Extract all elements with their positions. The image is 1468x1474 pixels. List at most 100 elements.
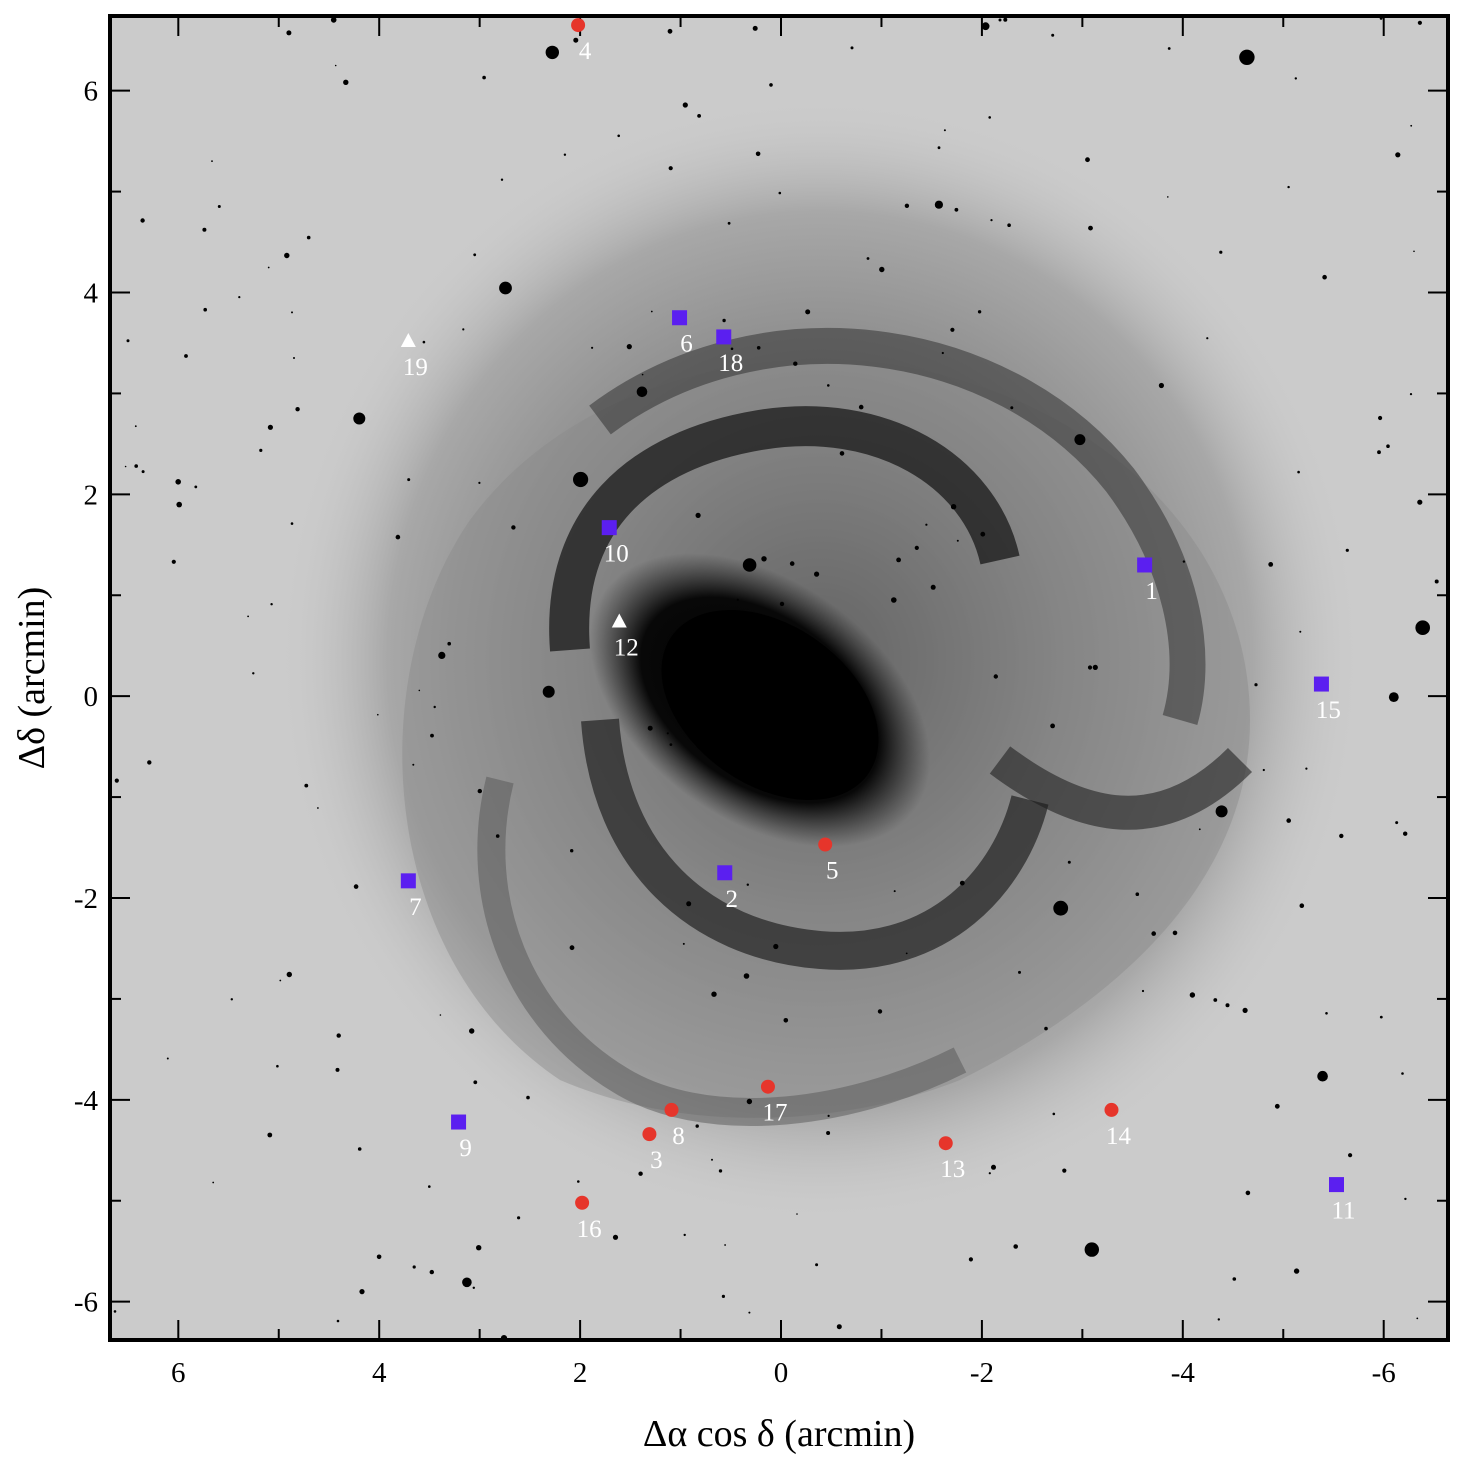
star	[418, 689, 421, 692]
star	[669, 743, 673, 746]
star	[1215, 805, 1228, 818]
star	[247, 615, 250, 618]
star	[827, 1114, 830, 1117]
star	[1345, 548, 1349, 552]
galaxy-image	[110, 16, 1448, 1340]
star	[359, 1289, 365, 1295]
star	[722, 318, 726, 323]
star	[724, 1244, 726, 1246]
y-tick-label: 0	[84, 681, 99, 713]
star	[1416, 1317, 1419, 1320]
triangle-marker	[611, 613, 627, 628]
star	[577, 1180, 580, 1183]
star	[743, 973, 750, 979]
star	[279, 979, 282, 982]
point-label: 13	[940, 1156, 965, 1183]
star	[499, 281, 512, 295]
star	[773, 943, 779, 950]
star	[114, 778, 119, 783]
point-label: 14	[1106, 1123, 1132, 1150]
star	[238, 296, 241, 299]
star	[395, 534, 401, 540]
star	[727, 221, 731, 225]
star	[748, 1311, 751, 1314]
star	[511, 525, 516, 530]
star	[1410, 124, 1413, 127]
star	[217, 205, 221, 208]
x-tick-label: -6	[1372, 1357, 1396, 1389]
star	[336, 1033, 341, 1038]
star	[879, 266, 885, 273]
x-tick-label: -2	[970, 1357, 994, 1389]
star	[1219, 250, 1223, 254]
star	[376, 1254, 382, 1260]
star	[683, 1233, 686, 1237]
square-marker	[400, 873, 416, 889]
star	[473, 253, 477, 257]
star	[1294, 77, 1298, 80]
star	[1010, 406, 1014, 410]
star	[1413, 250, 1415, 253]
point-label: 8	[672, 1123, 685, 1150]
star	[203, 307, 207, 312]
star	[893, 890, 896, 893]
star	[667, 28, 673, 34]
star	[267, 266, 270, 269]
star	[950, 327, 955, 332]
star	[184, 354, 188, 358]
y-tick-label: -6	[74, 1287, 98, 1319]
star	[998, 18, 1002, 22]
star	[430, 733, 434, 738]
star	[956, 539, 959, 542]
circle-marker	[760, 1079, 775, 1094]
x-tick-labels: 6 4 2 0 -2 -4 -6	[171, 1357, 1396, 1389]
star	[1415, 620, 1430, 635]
star	[934, 200, 944, 209]
star	[573, 471, 589, 488]
star	[134, 425, 137, 428]
star	[1051, 33, 1055, 37]
star	[293, 357, 295, 359]
star	[1087, 665, 1093, 670]
point-label: 10	[604, 541, 629, 568]
circle-marker	[1104, 1102, 1119, 1117]
star	[752, 25, 758, 31]
star	[695, 1124, 699, 1128]
star	[990, 219, 993, 222]
star	[212, 1181, 215, 1184]
star	[569, 945, 575, 951]
star	[1395, 152, 1401, 158]
star	[711, 1158, 713, 1161]
star	[477, 788, 482, 794]
star	[1088, 225, 1093, 231]
star	[896, 557, 901, 563]
y-tick-label: -4	[74, 1085, 99, 1117]
star	[1274, 1103, 1280, 1109]
star	[1044, 1026, 1048, 1031]
star	[988, 1172, 991, 1175]
y-tick-labels: 6 4 2 0 -2 -4 -6	[74, 76, 99, 1319]
star	[1225, 1003, 1230, 1008]
star	[1050, 723, 1055, 729]
star	[650, 310, 653, 313]
star	[626, 344, 632, 350]
star	[993, 674, 998, 679]
x-tick-label: 2	[573, 1357, 588, 1389]
star	[295, 407, 300, 412]
star	[695, 512, 701, 519]
star	[954, 207, 959, 212]
star	[357, 1147, 362, 1151]
star	[1268, 562, 1274, 567]
star	[636, 386, 648, 398]
star	[1409, 393, 1413, 396]
star	[412, 1265, 416, 1269]
star	[1293, 1268, 1300, 1274]
star	[778, 191, 782, 195]
star	[545, 45, 559, 60]
star	[746, 883, 749, 886]
star	[1003, 17, 1008, 22]
point-label: 19	[403, 354, 428, 381]
star	[1198, 828, 1201, 831]
star	[462, 328, 465, 331]
